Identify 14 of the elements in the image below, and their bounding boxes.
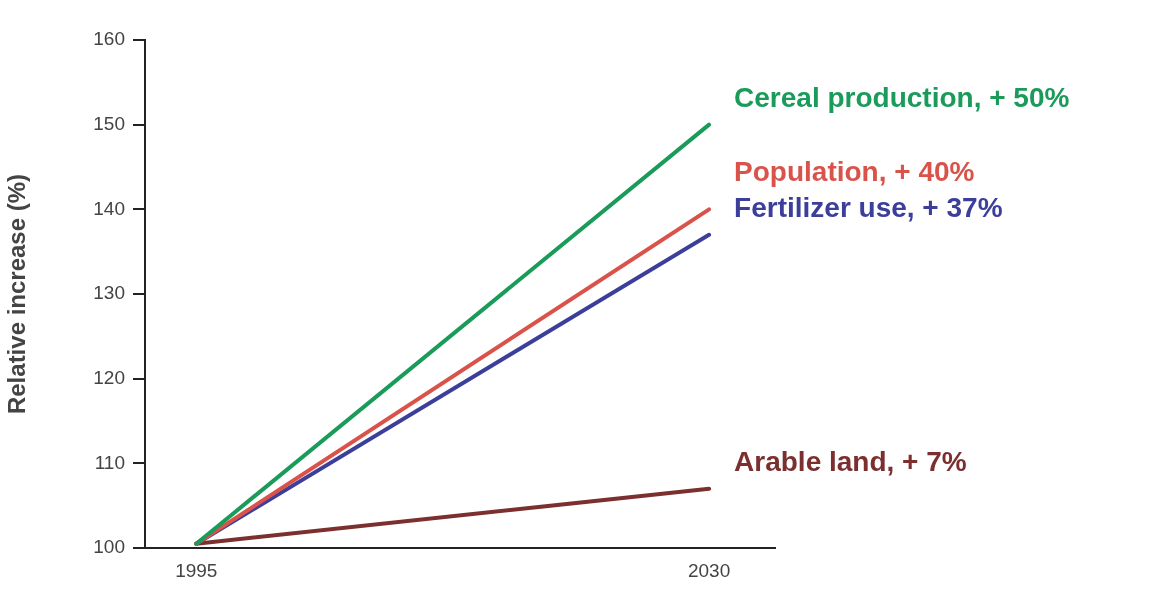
y-tick-label: 120 xyxy=(93,366,125,388)
series-label: Cereal production, + 50% xyxy=(734,82,1070,114)
y-tick-label: 160 xyxy=(93,28,125,50)
series-label: Population, + 40% xyxy=(734,156,975,188)
y-tick-label: 130 xyxy=(93,282,125,304)
x-tick-label: 1995 xyxy=(175,559,218,581)
series-label: Arable land, + 7% xyxy=(734,446,967,478)
y-tick-label: 140 xyxy=(93,197,125,219)
y-tick-label: 150 xyxy=(93,112,125,134)
y-tick-label: 110 xyxy=(94,451,125,473)
y-tick-label: 100 xyxy=(93,536,125,558)
y-axis-title: Relative increase (%) xyxy=(3,173,31,415)
x-tick-label: 2030 xyxy=(687,559,731,581)
series-label: Fertilizer use, + 37% xyxy=(734,192,1003,224)
